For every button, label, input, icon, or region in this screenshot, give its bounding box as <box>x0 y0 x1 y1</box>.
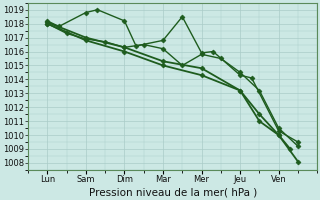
X-axis label: Pression niveau de la mer( hPa ): Pression niveau de la mer( hPa ) <box>89 187 257 197</box>
